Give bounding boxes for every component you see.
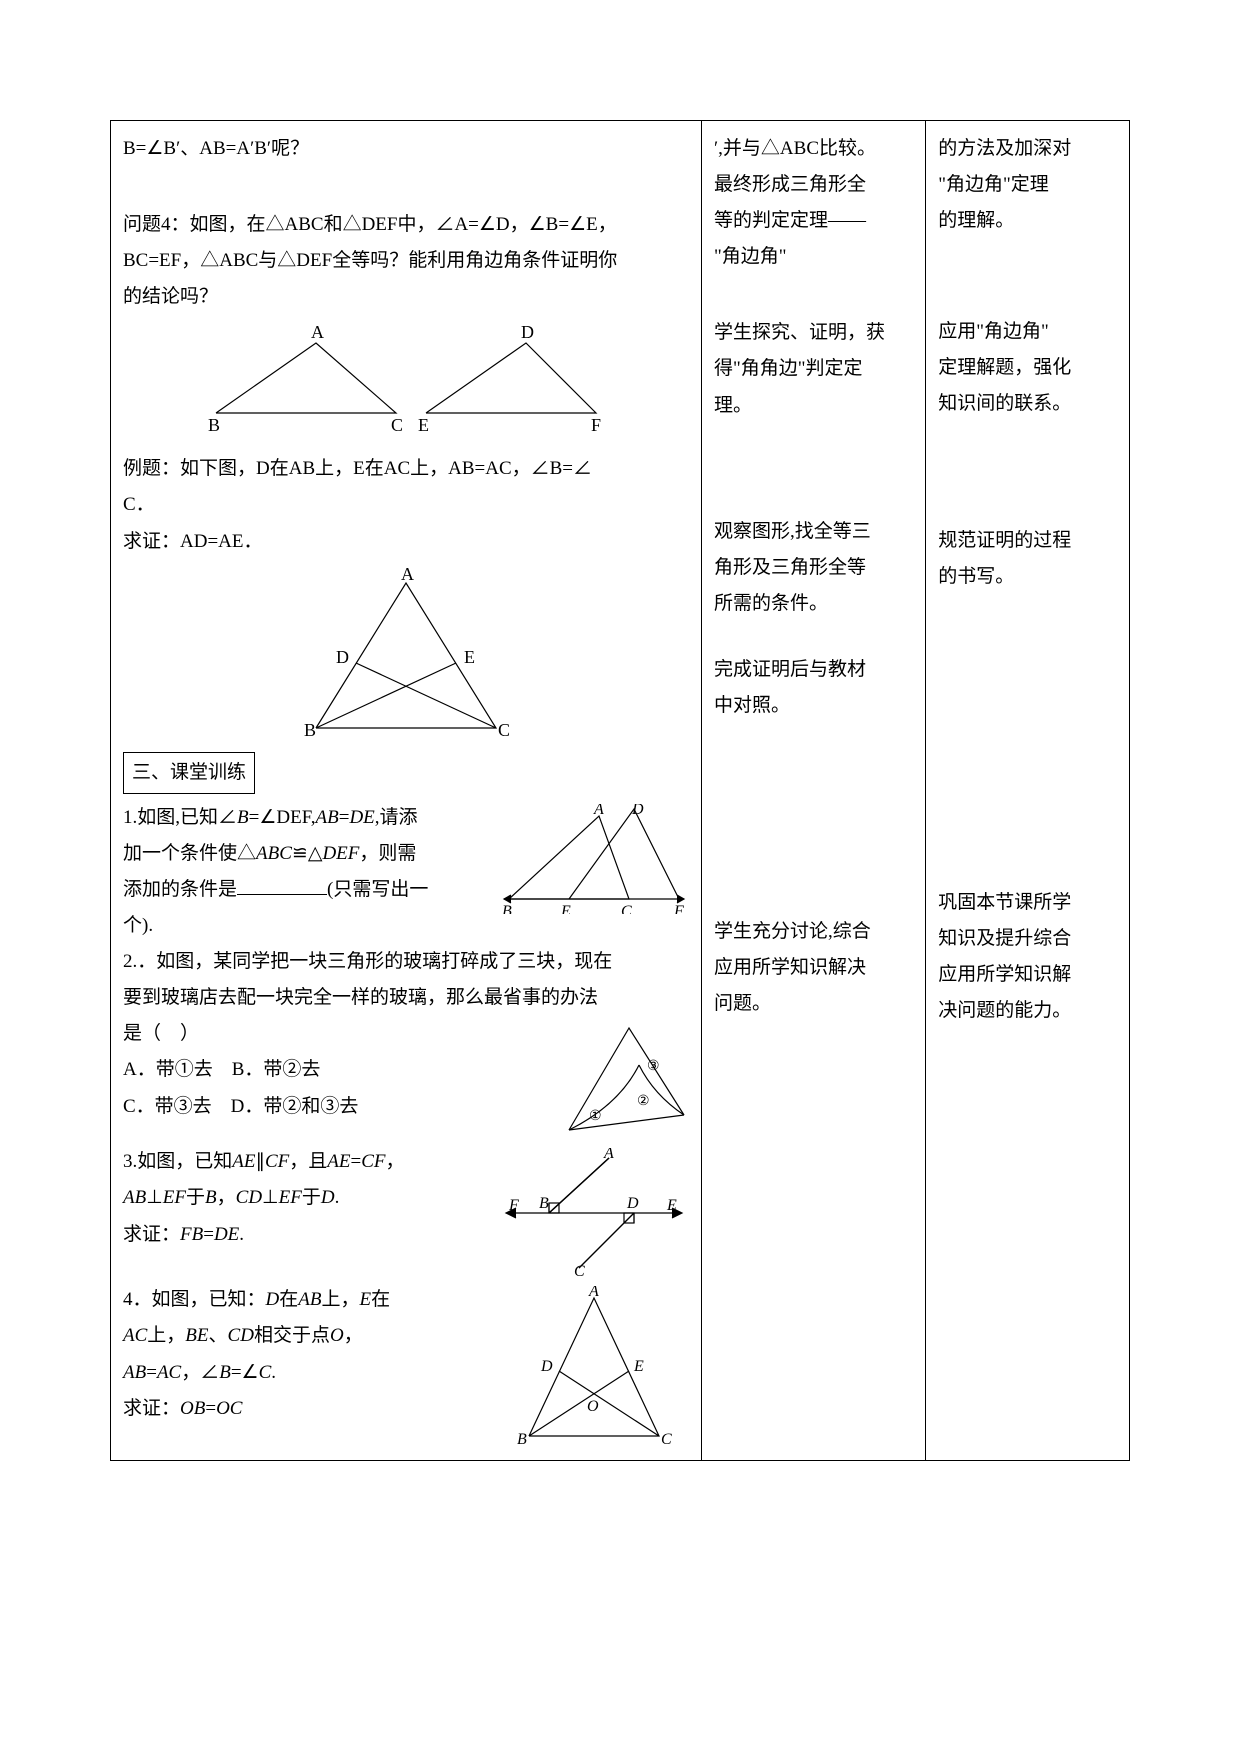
table-row: B=∠B′、AB=A′B′呢？ 问题4：如图，在△ABC和△DEF中，∠A=∠D… — [111, 121, 1130, 1461]
lesson-table: B=∠B′、AB=A′B′呢？ 问题4：如图，在△ABC和△DEF中，∠A=∠D… — [110, 120, 1130, 1461]
c2-r1-1: ′,并与△ABC比较。 — [714, 131, 913, 167]
c2-r4-1: 完成证明后与教材 — [714, 652, 913, 688]
problem-1: A D B E C F 1.如图,已知∠B=∠DEF,AB=DE,请添 加一个条… — [123, 800, 689, 944]
c2-r2-3: 理。 — [714, 388, 913, 424]
triangle-ade-figure: A B C D E — [276, 568, 536, 738]
c2-r3-2: 角形及三角形全等 — [714, 550, 913, 586]
c2-r1-3: 等的判定定理—— — [714, 203, 913, 239]
problem2-line2: 要到玻璃店去配一块完全一样的玻璃，那么最省事的办法 — [123, 980, 689, 1016]
c3-r4-4: 决问题的能力。 — [938, 993, 1117, 1029]
label-E: E — [464, 647, 475, 667]
text-continuation: B=∠B′、AB=A′B′呢？ — [123, 131, 689, 167]
label-D: D — [540, 1358, 553, 1375]
label-B: B — [539, 1195, 549, 1212]
fill-in-blank — [237, 894, 327, 895]
c2-r5-2: 应用所学知识解决 — [714, 950, 913, 986]
c2-r3-1: 观察图形,找全等三 — [714, 514, 913, 550]
c3-r1-1: 的方法及加深对 — [938, 131, 1117, 167]
problem-2-options: ① ② ③ 是（ ） A．带①去 B．带②去 C．带③去 D．带②和③去 — [123, 1016, 689, 1124]
label-C: C — [621, 903, 632, 914]
c2-r1-2: 最终形成三角形全 — [714, 167, 913, 203]
label-D: D — [626, 1195, 639, 1212]
example-line2: C． — [123, 487, 689, 523]
col-student-activity: ′,并与△ABC比较。 最终形成三角形全 等的判定定理—— "角边角" 学生探究… — [702, 121, 926, 1461]
c2-r5-3: 问题。 — [714, 986, 913, 1022]
label-C: C — [661, 1431, 672, 1446]
label-E: E — [418, 415, 429, 433]
example-line1: 例题：如下图，D在AB上，E在AC上，AB=AC，∠B=∠ — [123, 451, 689, 487]
label-F: F — [508, 1197, 519, 1214]
label-A: A — [593, 804, 604, 818]
c3-r4-2: 知识及提升综合 — [938, 921, 1117, 957]
label-E: E — [560, 903, 571, 914]
label-A: A — [311, 323, 324, 342]
label-D: D — [521, 323, 534, 342]
example-line3: 求证：AD=AE． — [123, 524, 689, 560]
triangles-abc-def-figure: A B C D E F — [196, 323, 616, 433]
label-F: F — [591, 415, 601, 433]
label-C: C — [574, 1263, 585, 1278]
question4-line3: 的结论吗？ — [123, 279, 689, 315]
c3-r2-1: 应用"角边角" — [938, 314, 1117, 350]
label-D: D — [336, 647, 349, 667]
label-D: D — [631, 804, 644, 818]
c3-r4-1: 巩固本节课所学 — [938, 885, 1117, 921]
question4-line2: BC=EF，△ABC与△DEF全等吗？能利用角边角条件证明你 — [123, 243, 689, 279]
c2-r2-2: 得"角角边"判定定 — [714, 351, 913, 387]
label-F: F — [673, 903, 684, 914]
problem2-figure: ① ② ③ — [559, 1020, 689, 1140]
label-B: B — [502, 903, 512, 914]
problem-3: A B F D E C 3.如图，已知AE∥CF，且AE=CF， AB⊥EF于B… — [123, 1144, 689, 1252]
label-piece1: ① — [589, 1109, 602, 1124]
label-A: A — [401, 568, 414, 584]
col-main-content: B=∠B′、AB=A′B′呢？ 问题4：如图，在△ABC和△DEF中，∠A=∠D… — [111, 121, 702, 1461]
c3-r2-2: 定理解题，强化 — [938, 350, 1117, 386]
c3-r1-3: 的理解。 — [938, 203, 1117, 239]
problem1-figure: A D B E C F — [499, 804, 689, 914]
c2-r1-4: "角边角" — [714, 239, 913, 275]
question4-line1: 问题4：如图，在△ABC和△DEF中，∠A=∠D，∠B=∠E， — [123, 207, 689, 243]
problem-4: A B C D E O 4．如图，已知：D在AB上，E在 AC上，BE、CD相交… — [123, 1282, 689, 1426]
problem4-figure: A B C D E O — [499, 1286, 689, 1446]
problem3-figure: A B F D E C — [499, 1148, 689, 1278]
page: B=∠B′、AB=A′B′呢？ 问题4：如图，在△ABC和△DEF中，∠A=∠D… — [0, 0, 1240, 1753]
label-O: O — [587, 1398, 599, 1415]
label-E: E — [633, 1358, 644, 1375]
c3-r2-3: 知识间的联系。 — [938, 386, 1117, 422]
c3-r3-2: 的书写。 — [938, 559, 1117, 595]
label-B: B — [208, 415, 220, 433]
c2-r2-1: 学生探究、证明，获 — [714, 315, 913, 351]
label-E: E — [666, 1197, 677, 1214]
col-design-intent: 的方法及加深对 "角边角"定理 的理解。 应用"角边角" 定理解题，强化 知识间… — [926, 121, 1130, 1461]
label-B: B — [517, 1431, 527, 1446]
c3-r1-2: "角边角"定理 — [938, 167, 1117, 203]
c2-r4-2: 中对照。 — [714, 688, 913, 724]
c2-r5-1: 学生充分讨论,综合 — [714, 914, 913, 950]
label-B: B — [304, 720, 316, 738]
problem2-line1: 2.．如图，某同学把一块三角形的玻璃打碎成了三块，现在 — [123, 944, 689, 980]
label-piece3: ③ — [647, 1059, 660, 1074]
label-A: A — [588, 1286, 599, 1300]
c3-r4-3: 应用所学知识解 — [938, 957, 1117, 993]
section-heading-box: 三、课堂训练 — [123, 752, 255, 794]
c3-r3-1: 规范证明的过程 — [938, 523, 1117, 559]
label-A: A — [603, 1148, 614, 1162]
label-piece2: ② — [637, 1094, 650, 1109]
label-C: C — [391, 415, 403, 433]
c2-r3-3: 所需的条件。 — [714, 586, 913, 622]
label-C: C — [498, 720, 510, 738]
